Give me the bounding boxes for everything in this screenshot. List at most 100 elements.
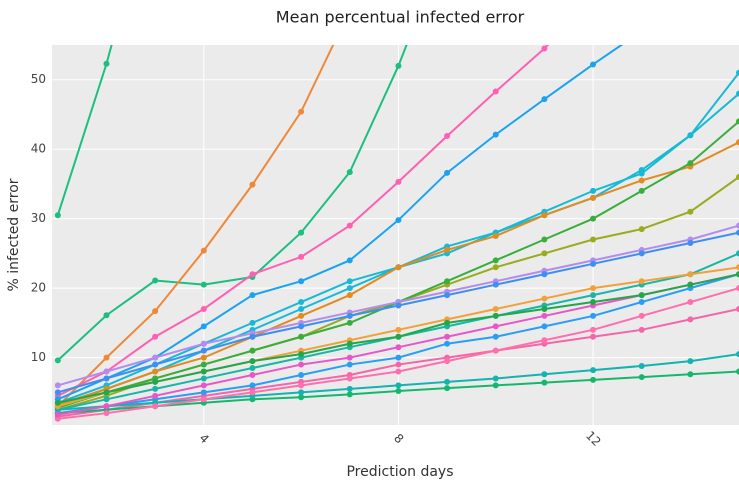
data-point xyxy=(736,285,739,292)
data-point xyxy=(638,299,645,306)
data-point xyxy=(249,333,256,340)
data-point xyxy=(103,403,110,410)
data-point xyxy=(249,365,256,372)
data-point xyxy=(638,292,645,299)
data-point xyxy=(590,187,597,194)
data-point xyxy=(249,292,256,299)
data-point xyxy=(346,375,353,382)
data-point xyxy=(687,208,694,215)
x-tick-label: 12 xyxy=(583,428,604,449)
data-point xyxy=(638,250,645,257)
data-point xyxy=(541,371,548,378)
data-point xyxy=(103,354,110,361)
data-point xyxy=(541,312,548,319)
data-point xyxy=(395,217,402,224)
data-point xyxy=(590,236,597,243)
data-point xyxy=(298,351,305,358)
data-point xyxy=(54,212,61,219)
chart-title: Mean percentual infected error xyxy=(276,8,525,27)
data-point xyxy=(54,389,61,396)
data-point xyxy=(249,319,256,326)
data-point xyxy=(298,312,305,319)
data-point xyxy=(590,292,597,299)
data-point xyxy=(395,333,402,340)
data-point xyxy=(736,118,739,125)
data-point xyxy=(152,378,159,385)
data-point xyxy=(298,394,305,401)
data-point xyxy=(395,62,402,69)
data-point xyxy=(639,28,645,34)
data-point xyxy=(736,250,739,257)
data-point xyxy=(492,323,499,330)
data-point xyxy=(638,326,645,333)
data-point xyxy=(54,357,61,364)
data-point xyxy=(298,371,305,378)
data-point xyxy=(687,239,694,246)
series-line xyxy=(57,45,335,407)
data-point xyxy=(590,376,597,383)
data-point xyxy=(346,292,353,299)
data-point xyxy=(200,340,207,347)
data-point xyxy=(590,299,597,306)
data-point xyxy=(298,229,305,236)
data-point xyxy=(346,385,353,392)
data-point xyxy=(346,169,353,176)
data-point xyxy=(152,368,159,375)
data-point xyxy=(152,277,159,284)
data-point xyxy=(395,387,402,394)
data-point xyxy=(492,281,499,288)
data-point xyxy=(736,305,739,312)
data-point xyxy=(200,323,207,330)
data-point xyxy=(492,233,499,240)
data-point xyxy=(638,177,645,184)
data-point xyxy=(103,410,110,417)
data-point xyxy=(346,278,353,285)
data-point xyxy=(541,236,548,243)
data-point xyxy=(103,396,110,403)
data-point xyxy=(736,139,739,146)
data-point xyxy=(200,375,207,382)
data-point xyxy=(152,333,159,340)
y-tick-label: 50 xyxy=(31,72,46,86)
data-point xyxy=(492,257,499,264)
data-point xyxy=(736,69,739,76)
data-point xyxy=(54,382,61,389)
data-point xyxy=(298,299,305,306)
data-point xyxy=(638,226,645,233)
data-point xyxy=(152,385,159,392)
data-point xyxy=(200,389,207,396)
data-point xyxy=(249,371,256,378)
data-point xyxy=(346,285,353,292)
data-point xyxy=(249,382,256,389)
data-point xyxy=(103,312,110,319)
data-point xyxy=(736,229,739,236)
data-point xyxy=(541,337,548,344)
data-point xyxy=(298,361,305,368)
x-tick-label: 4 xyxy=(197,431,212,446)
data-point xyxy=(249,271,256,278)
data-point xyxy=(298,382,305,389)
data-point xyxy=(200,361,207,368)
data-point xyxy=(54,411,61,418)
y-tick-label: 20 xyxy=(31,281,46,295)
data-point xyxy=(395,382,402,389)
data-point xyxy=(444,340,451,347)
data-point xyxy=(444,333,451,340)
data-point xyxy=(444,385,451,392)
data-point xyxy=(395,354,402,361)
data-point xyxy=(736,90,739,97)
data-point xyxy=(395,264,402,271)
data-point xyxy=(249,389,256,396)
data-point xyxy=(298,253,305,260)
data-point xyxy=(298,333,305,340)
data-point xyxy=(444,278,451,285)
data-point xyxy=(492,264,499,271)
data-point xyxy=(687,371,694,378)
data-point xyxy=(590,194,597,201)
data-point xyxy=(346,391,353,398)
data-point xyxy=(736,264,739,271)
data-point xyxy=(687,358,694,365)
x-axis-title: Prediction days xyxy=(346,464,453,480)
data-point xyxy=(395,302,402,309)
